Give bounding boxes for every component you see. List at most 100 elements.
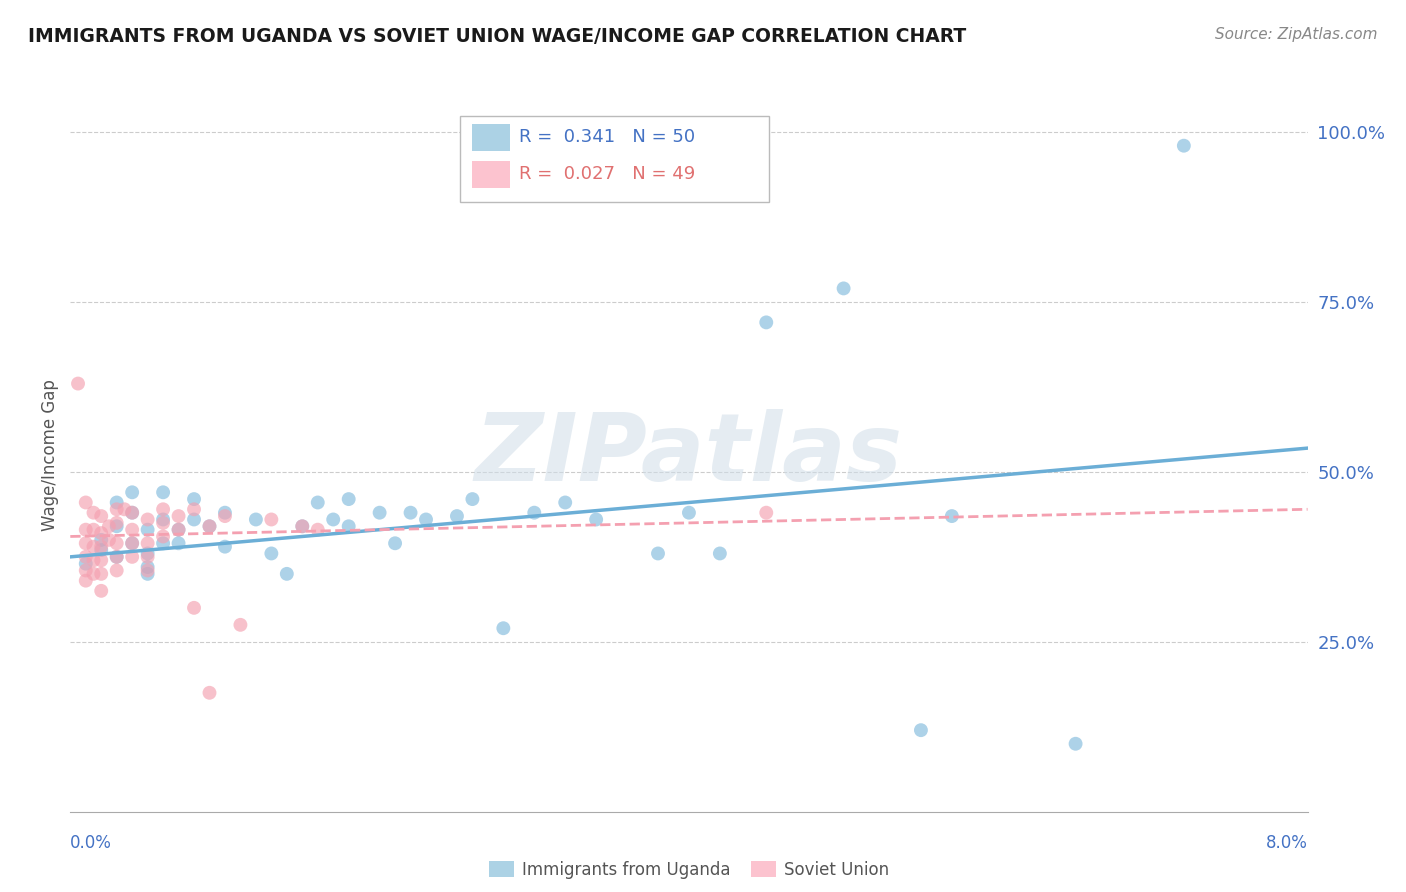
Point bbox=[82, 566, 105, 581]
Point bbox=[260, 512, 283, 526]
Point bbox=[461, 492, 484, 507]
Point bbox=[136, 536, 159, 550]
Point bbox=[75, 574, 97, 588]
Point bbox=[105, 564, 128, 578]
Point bbox=[121, 523, 143, 537]
Text: 8.0%: 8.0% bbox=[1265, 834, 1308, 852]
Point bbox=[198, 519, 221, 533]
Point bbox=[183, 502, 205, 516]
FancyBboxPatch shape bbox=[460, 116, 769, 202]
Point bbox=[136, 523, 159, 537]
Legend: Immigrants from Uganda, Soviet Union: Immigrants from Uganda, Soviet Union bbox=[482, 855, 896, 886]
Point bbox=[152, 536, 174, 550]
Point bbox=[105, 549, 128, 564]
Point bbox=[198, 519, 221, 533]
Point bbox=[183, 492, 205, 507]
Point bbox=[198, 686, 221, 700]
Point bbox=[709, 546, 731, 560]
Point bbox=[82, 540, 105, 554]
Point bbox=[368, 506, 391, 520]
Point bbox=[90, 526, 112, 541]
Point bbox=[941, 509, 963, 524]
Point bbox=[136, 564, 159, 578]
Point bbox=[152, 485, 174, 500]
Point bbox=[90, 509, 112, 524]
Point bbox=[152, 529, 174, 543]
Point bbox=[167, 509, 190, 524]
Point bbox=[136, 549, 159, 564]
Text: Source: ZipAtlas.com: Source: ZipAtlas.com bbox=[1215, 27, 1378, 42]
Point bbox=[337, 492, 360, 507]
Text: 0.0%: 0.0% bbox=[70, 834, 112, 852]
Point bbox=[105, 516, 128, 530]
Point bbox=[75, 557, 97, 571]
Point bbox=[82, 553, 105, 567]
Y-axis label: Wage/Income Gap: Wage/Income Gap bbox=[41, 379, 59, 531]
Point bbox=[492, 621, 515, 635]
Point bbox=[214, 540, 236, 554]
Point bbox=[136, 566, 159, 581]
Point bbox=[90, 533, 112, 547]
Point bbox=[307, 523, 329, 537]
Point bbox=[399, 506, 422, 520]
Point bbox=[415, 512, 437, 526]
Point bbox=[75, 564, 97, 578]
Point bbox=[523, 506, 546, 520]
Point bbox=[90, 543, 112, 558]
Point bbox=[1064, 737, 1087, 751]
Point bbox=[98, 519, 120, 533]
Point bbox=[75, 495, 97, 509]
Point bbox=[105, 536, 128, 550]
Point bbox=[152, 512, 174, 526]
Point bbox=[554, 495, 576, 509]
Point bbox=[121, 536, 143, 550]
Point bbox=[755, 506, 778, 520]
Point bbox=[121, 549, 143, 564]
Point bbox=[167, 523, 190, 537]
Point bbox=[910, 723, 932, 738]
Point bbox=[152, 516, 174, 530]
Point bbox=[105, 502, 128, 516]
Point bbox=[446, 509, 468, 524]
Point bbox=[167, 523, 190, 537]
Point bbox=[75, 536, 97, 550]
Point bbox=[75, 523, 97, 537]
Point bbox=[90, 540, 112, 554]
Point bbox=[183, 600, 205, 615]
Point bbox=[183, 512, 205, 526]
Point bbox=[337, 519, 360, 533]
Point bbox=[291, 519, 314, 533]
Point bbox=[647, 546, 669, 560]
Point bbox=[67, 376, 90, 391]
Point bbox=[121, 506, 143, 520]
Point bbox=[136, 560, 159, 574]
Point bbox=[755, 315, 778, 329]
Point bbox=[167, 536, 190, 550]
Point bbox=[121, 506, 143, 520]
Text: ZIPatlas: ZIPatlas bbox=[475, 409, 903, 501]
Point bbox=[105, 519, 128, 533]
Text: R =  0.341   N = 50: R = 0.341 N = 50 bbox=[519, 128, 696, 146]
Point bbox=[136, 546, 159, 560]
Point bbox=[307, 495, 329, 509]
Point bbox=[678, 506, 700, 520]
Point bbox=[136, 512, 159, 526]
Point bbox=[1173, 138, 1195, 153]
Point bbox=[75, 549, 97, 564]
FancyBboxPatch shape bbox=[472, 161, 509, 188]
Point bbox=[229, 617, 252, 632]
Point bbox=[276, 566, 298, 581]
Point bbox=[322, 512, 344, 526]
Point bbox=[291, 519, 314, 533]
Point bbox=[105, 495, 128, 509]
Text: R =  0.027   N = 49: R = 0.027 N = 49 bbox=[519, 166, 696, 184]
Point bbox=[121, 485, 143, 500]
Point bbox=[105, 549, 128, 564]
Point bbox=[152, 502, 174, 516]
Point bbox=[90, 583, 112, 598]
Point bbox=[214, 506, 236, 520]
Point bbox=[82, 523, 105, 537]
FancyBboxPatch shape bbox=[472, 124, 509, 151]
Text: IMMIGRANTS FROM UGANDA VS SOVIET UNION WAGE/INCOME GAP CORRELATION CHART: IMMIGRANTS FROM UGANDA VS SOVIET UNION W… bbox=[28, 27, 966, 45]
Point bbox=[260, 546, 283, 560]
